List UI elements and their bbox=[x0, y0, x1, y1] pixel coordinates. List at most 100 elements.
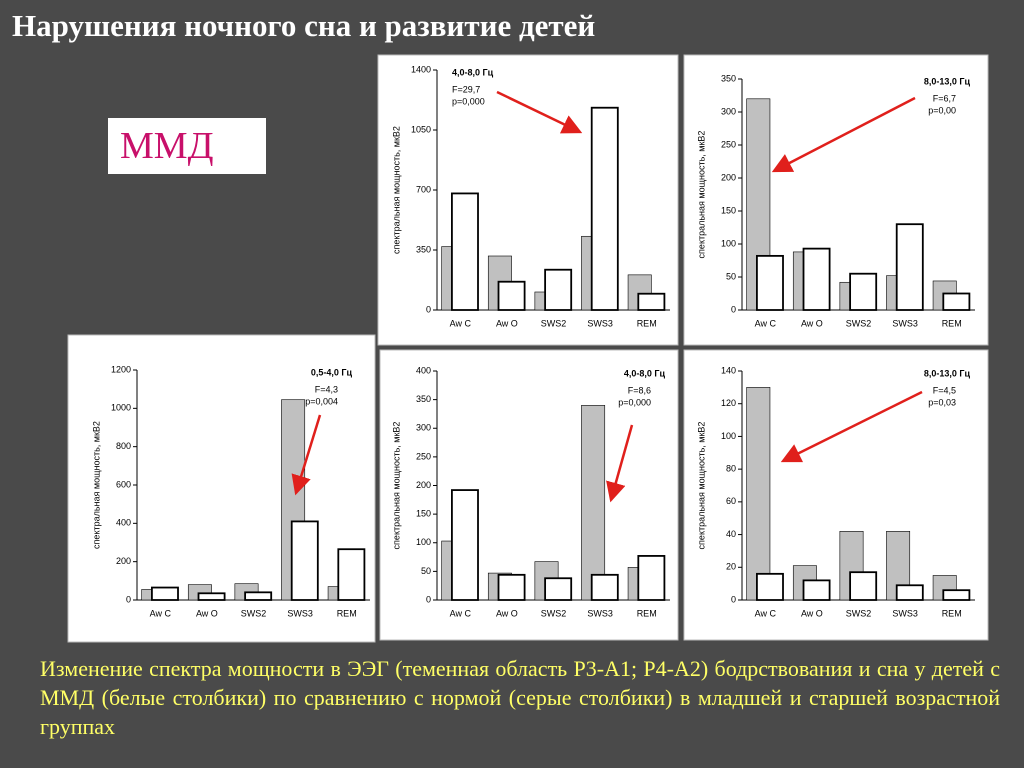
y-tick-label: 400 bbox=[116, 518, 131, 528]
y-tick-label: 40 bbox=[726, 529, 736, 539]
bar bbox=[244, 591, 273, 601]
x-tick-label: SWS3 bbox=[892, 608, 918, 618]
annotation: p=0,004 bbox=[305, 396, 338, 406]
x-tick-label: Aw C bbox=[755, 318, 777, 328]
bar bbox=[497, 573, 526, 601]
arrow bbox=[771, 96, 916, 173]
bar bbox=[497, 280, 526, 311]
y-tick-label: 350 bbox=[416, 394, 431, 404]
y-axis-label: спектральная мощность, мкВ2 bbox=[696, 131, 706, 259]
y-tick-label: 200 bbox=[721, 172, 736, 182]
x-tick-label: SWS3 bbox=[587, 608, 613, 618]
x-tick-label: Aw O bbox=[496, 608, 518, 618]
x-tick-label: SWS2 bbox=[846, 608, 872, 618]
bar bbox=[544, 577, 573, 601]
bar bbox=[544, 268, 573, 311]
y-tick-label: 100 bbox=[721, 238, 736, 248]
arrows bbox=[291, 90, 923, 503]
x-tick-label: SWS2 bbox=[241, 608, 267, 618]
x-tick-label: SWS2 bbox=[541, 608, 567, 618]
y-tick-label: 350 bbox=[721, 73, 736, 83]
bar bbox=[590, 106, 619, 311]
x-tick-label: Aw C bbox=[450, 608, 472, 618]
bar bbox=[942, 292, 971, 311]
mmd-label: ММД bbox=[108, 118, 266, 174]
annotation: F=6,7 bbox=[933, 93, 956, 103]
y-tick-label: 400 bbox=[416, 365, 431, 375]
y-tick-label: 600 bbox=[116, 479, 131, 489]
y-tick-label: 150 bbox=[721, 205, 736, 215]
bar bbox=[746, 387, 771, 601]
y-tick-label: 250 bbox=[721, 139, 736, 149]
bar bbox=[802, 247, 831, 311]
bar bbox=[756, 572, 784, 601]
y-tick-label: 300 bbox=[416, 423, 431, 433]
x-tick-label: Aw O bbox=[196, 608, 218, 618]
caption: Изменение спектра мощности в ЭЭГ (теменн… bbox=[40, 656, 1000, 739]
bar bbox=[590, 573, 619, 601]
y-tick-label: 200 bbox=[416, 480, 431, 490]
bar bbox=[895, 223, 924, 311]
bar bbox=[849, 571, 878, 601]
arrow bbox=[496, 90, 583, 134]
y-tick-label: 80 bbox=[726, 464, 736, 474]
y-tick-label: 700 bbox=[416, 184, 431, 194]
annotation: p=0,000 bbox=[452, 96, 485, 106]
x-tick-label: SWS3 bbox=[587, 318, 613, 328]
y-tick-label: 1400 bbox=[411, 64, 431, 74]
y-tick-label: 50 bbox=[421, 566, 431, 576]
bar bbox=[849, 272, 878, 311]
annotation: p=0,000 bbox=[618, 397, 651, 407]
y-tick-label: 1050 bbox=[411, 124, 431, 134]
bar bbox=[581, 405, 606, 601]
x-tick-label: SWS2 bbox=[541, 318, 567, 328]
y-tick-label: 0 bbox=[731, 594, 736, 604]
annotation: p=0,03 bbox=[928, 397, 956, 407]
arrow bbox=[291, 414, 322, 496]
y-tick-label: 50 bbox=[726, 271, 736, 281]
x-tick-label: SWS3 bbox=[892, 318, 918, 328]
y-tick-label: 350 bbox=[416, 244, 431, 254]
y-tick-label: 20 bbox=[726, 562, 736, 572]
y-tick-label: 100 bbox=[416, 537, 431, 547]
annotation: F=8,6 bbox=[628, 385, 651, 395]
bar bbox=[151, 586, 179, 601]
y-tick-label: 250 bbox=[416, 451, 431, 461]
slide-title: Нарушения ночного сна и развитие детей bbox=[12, 8, 596, 43]
y-tick-label: 0 bbox=[731, 304, 736, 314]
annotation: F=4,3 bbox=[315, 384, 338, 394]
y-axis-label: спектральная мощность, мкВ2 bbox=[91, 421, 101, 549]
bar bbox=[637, 292, 666, 311]
chart-title: 8,0-13,0 Гц bbox=[924, 368, 971, 378]
y-tick-label: 200 bbox=[116, 556, 131, 566]
y-tick-label: 100 bbox=[721, 431, 736, 441]
x-tick-label: Aw C bbox=[755, 608, 777, 618]
y-tick-label: 60 bbox=[726, 496, 736, 506]
panel bbox=[67, 334, 376, 643]
x-tick-label: SWS3 bbox=[287, 608, 313, 618]
y-axis-label: спектральная мощность, мкВ2 bbox=[391, 126, 401, 254]
y-tick-label: 800 bbox=[116, 441, 131, 451]
x-tick-label: REM bbox=[942, 318, 962, 328]
x-tick-label: Aw C bbox=[150, 608, 172, 618]
bar bbox=[290, 520, 319, 601]
x-tick-label: REM bbox=[637, 608, 657, 618]
chart-title: 4,0-8,0 Гц bbox=[624, 368, 666, 378]
y-tick-label: 0 bbox=[126, 594, 131, 604]
y-tick-label: 0 bbox=[426, 304, 431, 314]
y-tick-label: 140 bbox=[721, 365, 736, 375]
arrow bbox=[780, 390, 923, 463]
y-tick-label: 0 bbox=[426, 594, 431, 604]
annotation: F=4,5 bbox=[933, 385, 956, 395]
bar bbox=[942, 589, 971, 601]
x-tick-label: Aw O bbox=[801, 318, 823, 328]
chart-title: 0,5-4,0 Гц bbox=[311, 367, 353, 377]
x-tick-label: SWS2 bbox=[846, 318, 872, 328]
x-tick-label: Aw O bbox=[801, 608, 823, 618]
chart-title: 4,0-8,0 Гц bbox=[452, 67, 494, 77]
bar bbox=[637, 555, 666, 601]
arrow bbox=[606, 424, 634, 503]
